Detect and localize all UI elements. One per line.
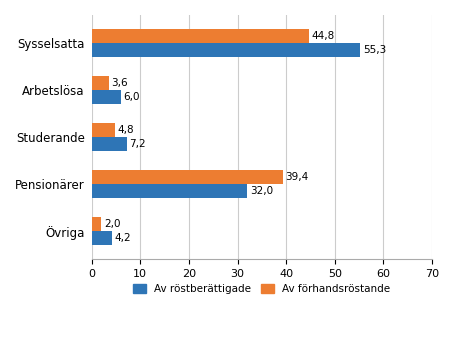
Bar <box>92 29 310 43</box>
Text: 7,2: 7,2 <box>129 139 146 149</box>
Text: 4,8: 4,8 <box>118 125 134 135</box>
Text: 32,0: 32,0 <box>250 186 273 196</box>
Legend: Av röstberättigade, Av förhandsröstande: Av röstberättigade, Av förhandsröstande <box>129 280 395 298</box>
Bar <box>92 137 127 151</box>
Text: 4,2: 4,2 <box>114 233 131 243</box>
Bar <box>92 90 121 104</box>
Text: 3,6: 3,6 <box>112 78 128 88</box>
Bar <box>92 170 283 184</box>
Text: 39,4: 39,4 <box>286 172 309 182</box>
Bar <box>92 217 101 231</box>
Bar <box>92 123 115 137</box>
Bar <box>92 76 109 90</box>
Text: 44,8: 44,8 <box>312 31 335 41</box>
Bar <box>92 43 360 57</box>
Text: 55,3: 55,3 <box>363 45 386 55</box>
Text: 6,0: 6,0 <box>123 92 140 102</box>
Bar <box>92 231 112 245</box>
Text: 2,0: 2,0 <box>104 219 120 229</box>
Bar <box>92 184 247 198</box>
